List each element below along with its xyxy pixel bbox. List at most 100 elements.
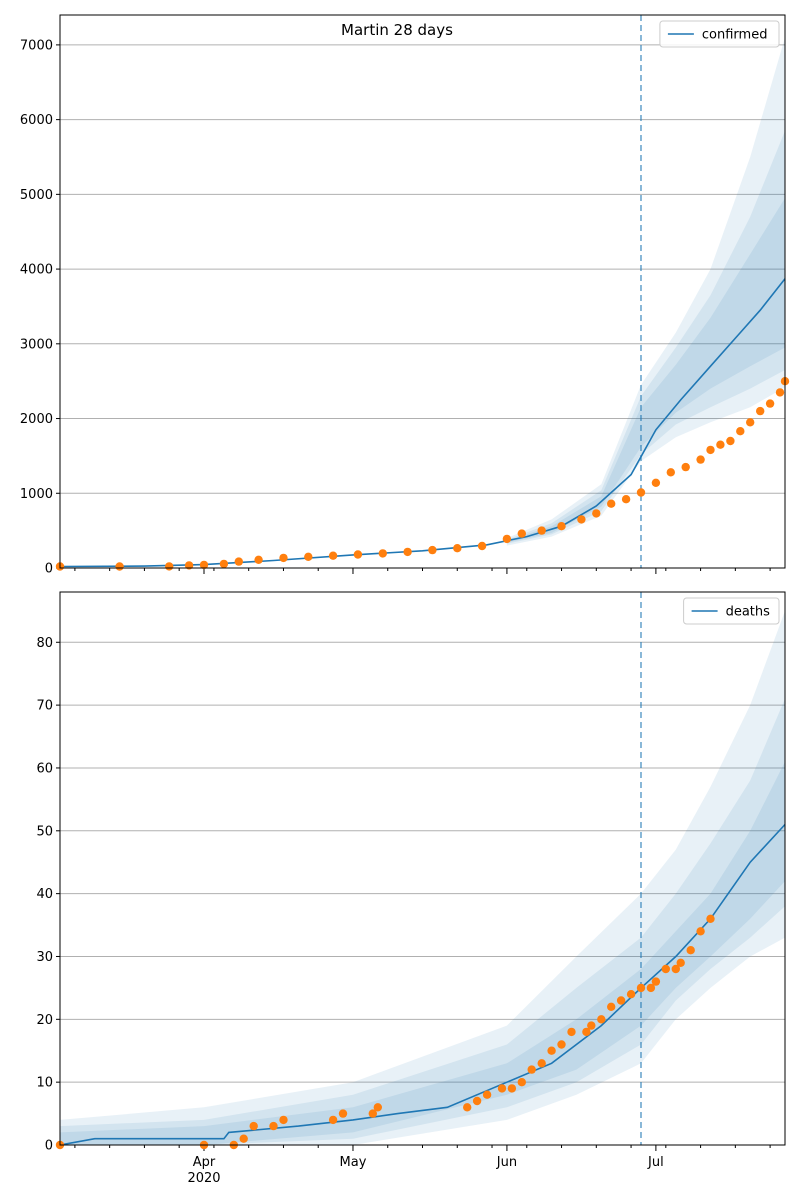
y-tick-label: 80 bbox=[36, 636, 53, 651]
observed-point bbox=[279, 553, 288, 563]
chart-title: Martin 28 days bbox=[341, 21, 453, 39]
observed-point bbox=[746, 418, 755, 427]
observed-point bbox=[681, 462, 690, 472]
observed-point bbox=[507, 1084, 517, 1093]
observed-point bbox=[219, 559, 229, 569]
model-median-line bbox=[59, 823, 786, 1146]
observed-point bbox=[482, 1090, 492, 1099]
observed-point bbox=[239, 1134, 248, 1143]
confirmed-panel: 0 1000 2000 3000 4000 5000 6000 7000 confirmed bbox=[20, 14, 790, 577]
observed-point bbox=[567, 1027, 576, 1037]
x-tick-label: Jul bbox=[647, 1155, 664, 1170]
observed-point bbox=[557, 522, 566, 531]
observed-point bbox=[577, 515, 586, 524]
observed-point bbox=[338, 1109, 348, 1118]
legend-label: confirmed bbox=[702, 28, 768, 43]
y-tick-label: 3000 bbox=[20, 337, 53, 352]
observed-point bbox=[453, 544, 462, 553]
observed-point bbox=[651, 977, 661, 986]
observed-point bbox=[537, 526, 546, 535]
observed-point bbox=[775, 388, 785, 397]
observed-point bbox=[477, 541, 487, 551]
observed-point bbox=[328, 1115, 338, 1125]
observed-point bbox=[254, 555, 263, 564]
observed-point bbox=[165, 562, 174, 571]
uncertainty-band bbox=[60, 698, 785, 1145]
observed-point bbox=[428, 545, 437, 555]
y-tick-label: 70 bbox=[36, 699, 53, 714]
observed-point bbox=[756, 406, 765, 416]
uncertainty-band bbox=[506, 130, 785, 544]
observed-point bbox=[472, 1096, 482, 1106]
y-tick-label: 30 bbox=[36, 950, 53, 965]
observed-point bbox=[234, 557, 243, 566]
observed-point bbox=[527, 1065, 536, 1074]
observed-point bbox=[706, 914, 715, 923]
observed-point bbox=[666, 468, 675, 477]
observed-point bbox=[621, 495, 631, 504]
observed-point bbox=[616, 996, 626, 1005]
y-tick-label: 7000 bbox=[20, 38, 53, 53]
y-tick-label: 20 bbox=[36, 1013, 53, 1028]
observed-point bbox=[736, 427, 745, 436]
observed-point bbox=[547, 1046, 556, 1055]
y-tick-label: 60 bbox=[36, 761, 53, 776]
uncertainty-band bbox=[60, 761, 785, 1145]
observed-point bbox=[696, 927, 705, 936]
observed-point bbox=[636, 983, 646, 993]
observed-point bbox=[279, 1115, 288, 1125]
uncertainty-band bbox=[506, 198, 785, 543]
observed-point bbox=[269, 1121, 278, 1131]
y-tick-label: 4000 bbox=[20, 263, 53, 278]
observed-point bbox=[607, 1002, 616, 1011]
observed-point bbox=[517, 1078, 526, 1087]
observed-point bbox=[765, 399, 775, 408]
x-tick-sublabel: 2020 bbox=[187, 1171, 220, 1186]
y-tick-label: 2000 bbox=[20, 412, 53, 427]
observed-point bbox=[636, 488, 646, 497]
legend-label: deaths bbox=[726, 605, 771, 620]
y-tick-label: 40 bbox=[36, 887, 53, 902]
observed-point bbox=[353, 550, 363, 559]
y-tick-label: 0 bbox=[45, 1139, 53, 1154]
observed-point bbox=[199, 560, 209, 570]
observed-point bbox=[463, 1103, 472, 1112]
observed-point bbox=[517, 529, 526, 538]
observed-point bbox=[646, 983, 656, 993]
observed-point bbox=[706, 445, 715, 455]
observed-point bbox=[115, 562, 124, 571]
observed-point bbox=[597, 1015, 606, 1024]
uncertainty-band bbox=[506, 37, 785, 546]
observed-point bbox=[607, 499, 616, 508]
observed-point bbox=[686, 946, 695, 955]
observed-point bbox=[304, 552, 313, 561]
y-tick-label: 6000 bbox=[20, 113, 53, 128]
axes-frame bbox=[59, 14, 786, 569]
observed-point bbox=[249, 1121, 258, 1131]
observed-point bbox=[716, 440, 725, 449]
observed-point bbox=[328, 551, 338, 560]
y-tick-label: 0 bbox=[45, 562, 53, 577]
observed-point bbox=[587, 1021, 596, 1030]
observed-point bbox=[671, 964, 680, 974]
observed-point bbox=[537, 1059, 546, 1068]
legend-box bbox=[659, 20, 780, 48]
observed-point bbox=[502, 534, 512, 544]
y-tick-label: 1000 bbox=[20, 487, 53, 502]
observed-point bbox=[557, 1040, 566, 1049]
observed-point bbox=[651, 478, 661, 487]
x-tick-label: Jun bbox=[496, 1155, 517, 1170]
observed-point bbox=[378, 549, 387, 558]
observed-point bbox=[592, 509, 601, 518]
observed-point bbox=[661, 964, 670, 974]
y-tick-label: 50 bbox=[36, 824, 53, 839]
uncertainty-band bbox=[60, 610, 785, 1145]
observed-point bbox=[497, 1084, 507, 1093]
legend-box bbox=[683, 597, 780, 625]
observed-point bbox=[368, 1109, 377, 1118]
observed-point bbox=[373, 1103, 382, 1112]
observed-point bbox=[626, 990, 636, 999]
